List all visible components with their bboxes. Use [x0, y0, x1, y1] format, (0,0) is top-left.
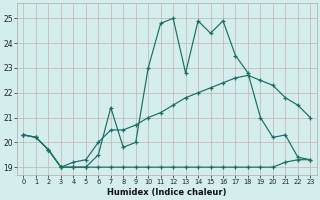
X-axis label: Humidex (Indice chaleur): Humidex (Indice chaleur) — [107, 188, 227, 197]
